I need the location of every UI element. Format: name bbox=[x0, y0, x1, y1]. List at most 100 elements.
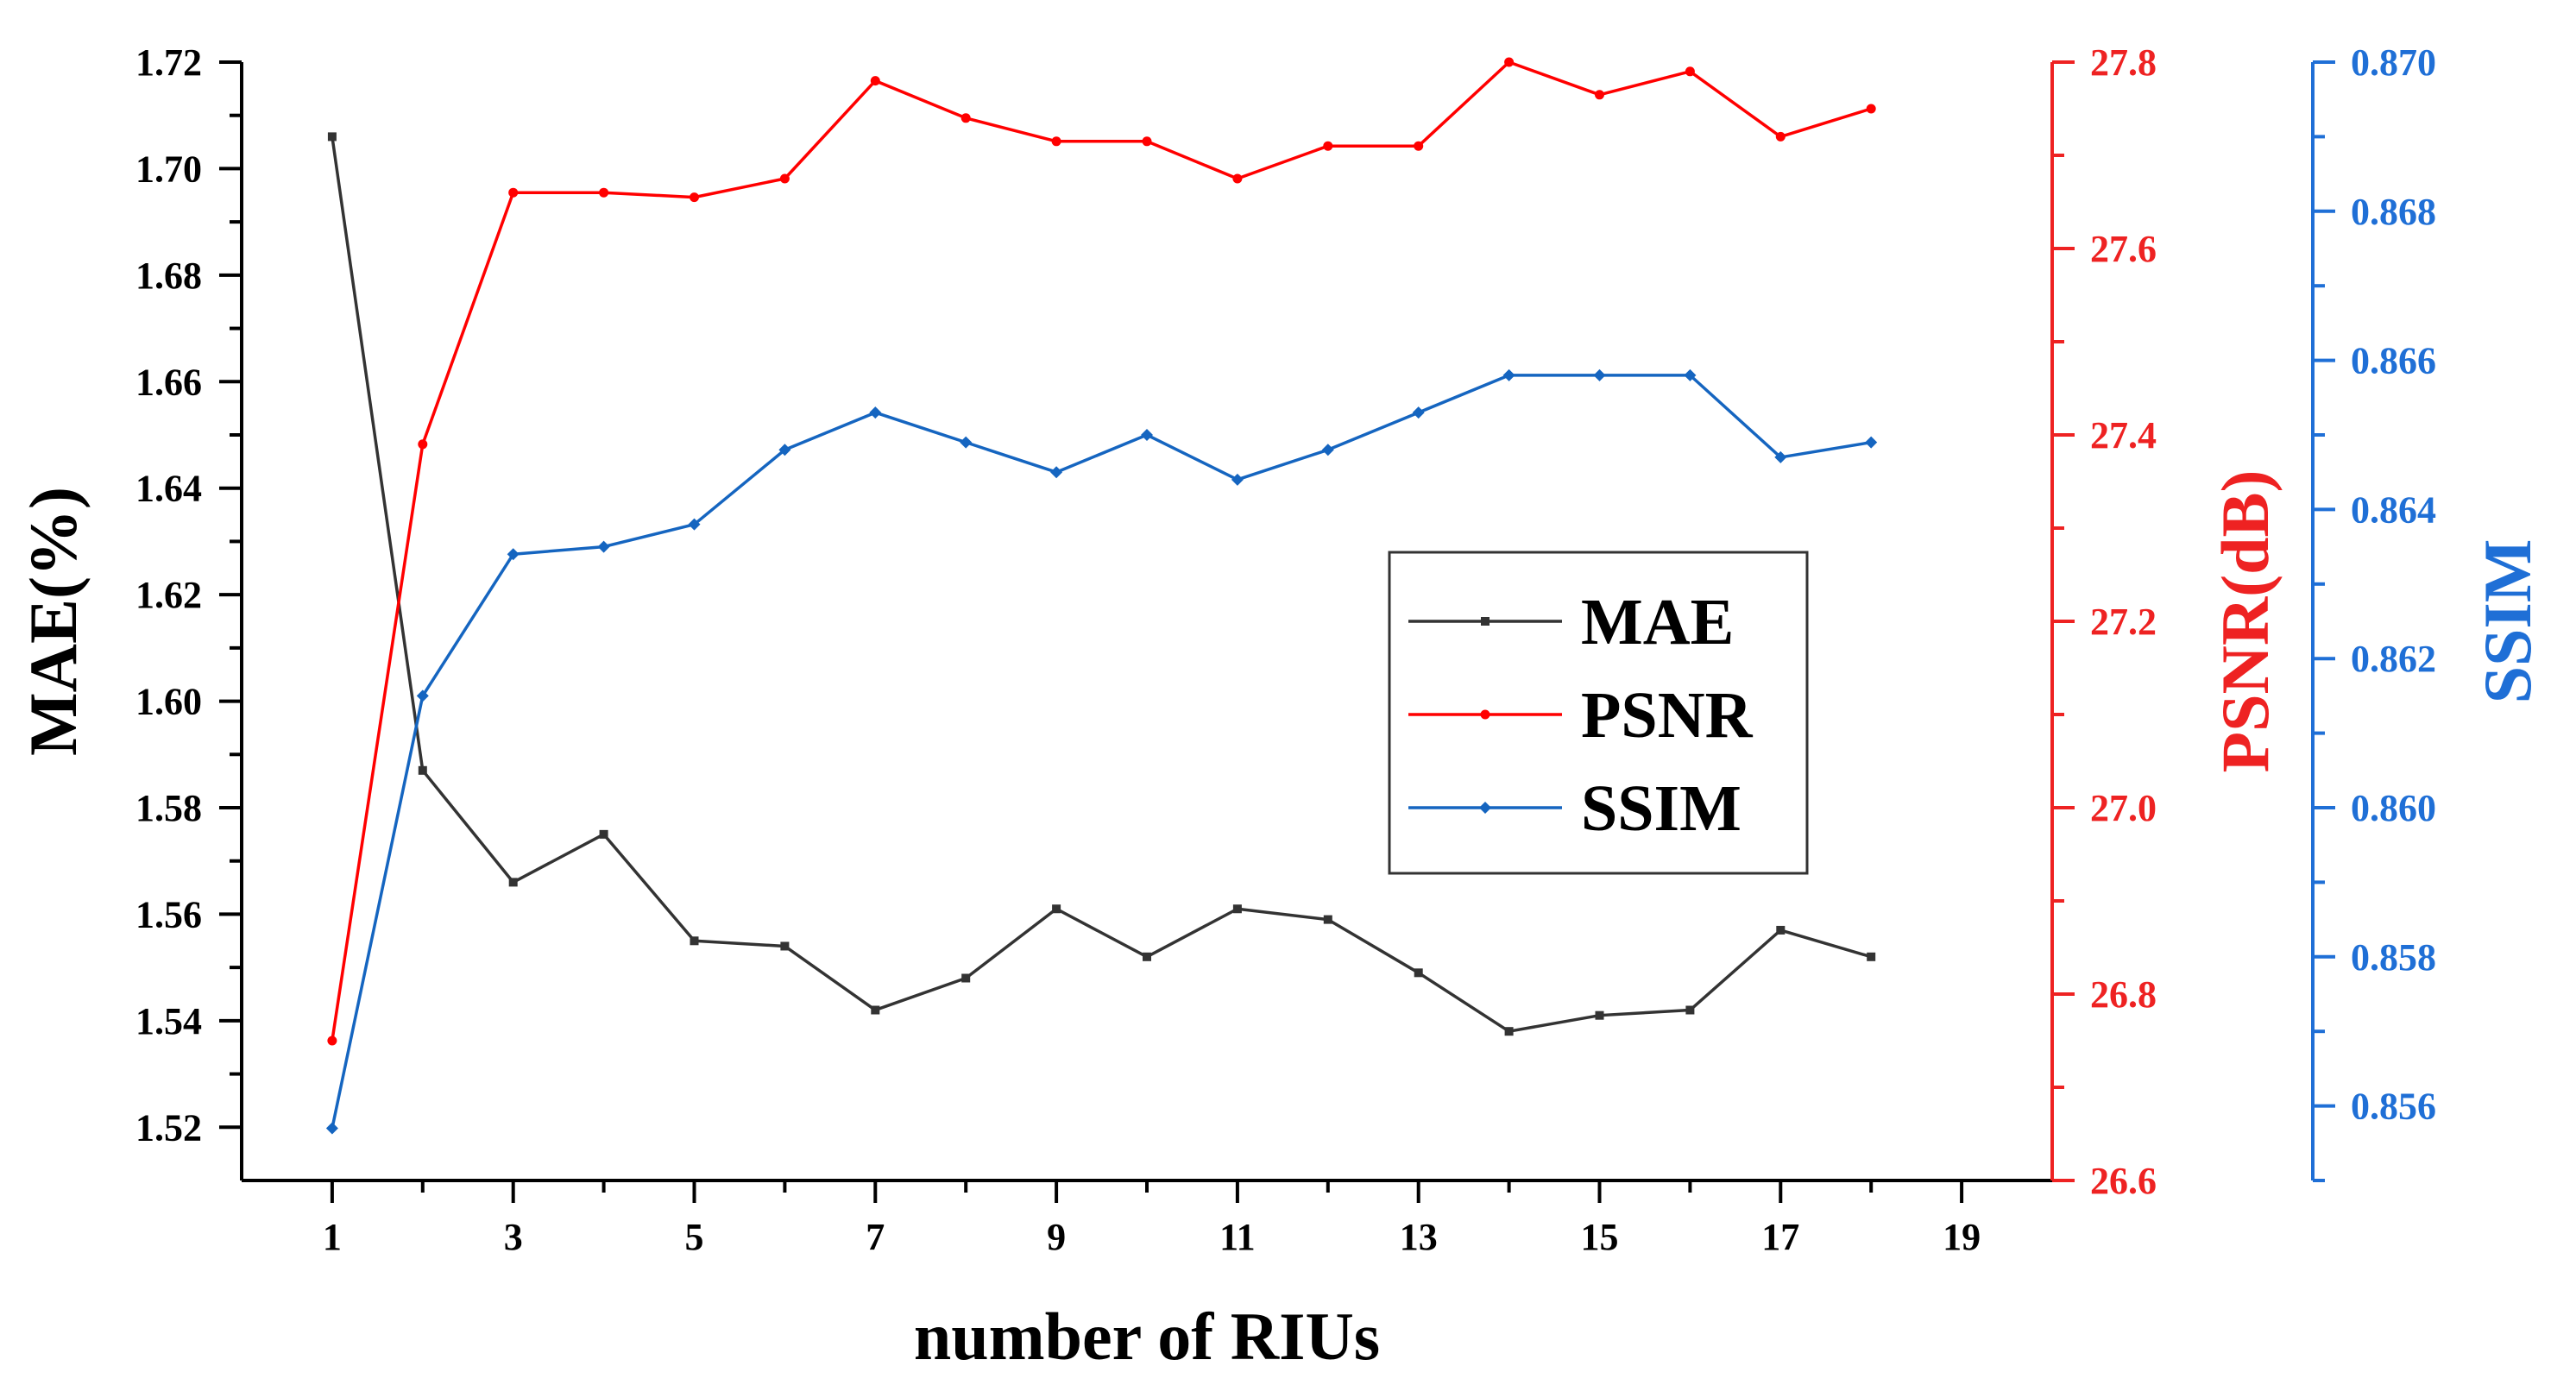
left-axis-label: MAE(%) bbox=[16, 487, 91, 756]
left-tick-label: 1.60 bbox=[135, 681, 202, 723]
mae-point bbox=[599, 829, 608, 839]
mae-point bbox=[1414, 968, 1423, 978]
legend-box bbox=[1388, 551, 1809, 875]
left-tick-label: 1.56 bbox=[135, 893, 202, 935]
ssim-point bbox=[1321, 444, 1334, 456]
ssim-point bbox=[778, 444, 791, 456]
legend-label: MAE bbox=[1581, 586, 1734, 658]
left-tick-label: 1.68 bbox=[135, 255, 202, 297]
ssim-tick-label: 0.856 bbox=[2351, 1086, 2436, 1128]
legend-marker bbox=[1480, 709, 1490, 720]
left-tick-label: 1.62 bbox=[135, 574, 202, 616]
psnr-point bbox=[1142, 136, 1152, 147]
psnr-point bbox=[508, 187, 519, 198]
psnr-point bbox=[690, 192, 699, 203]
ssim-series bbox=[325, 368, 1878, 1135]
ssim-point bbox=[1774, 450, 1787, 463]
ssim-tick-label: 0.866 bbox=[2351, 340, 2436, 382]
mae-point bbox=[508, 878, 518, 887]
psnr-point bbox=[1685, 66, 1695, 77]
psnr-point bbox=[1051, 136, 1061, 147]
legend-entry-ssim: SSIM bbox=[1408, 772, 1741, 845]
psnr-point bbox=[1595, 90, 1604, 100]
psnr-point bbox=[960, 113, 971, 123]
ssim-point bbox=[1050, 466, 1063, 479]
x-tick-label: 3 bbox=[504, 1216, 523, 1258]
ssim-point bbox=[1412, 406, 1425, 419]
mae-point bbox=[961, 973, 971, 983]
mae-point bbox=[1052, 904, 1061, 914]
mae-point bbox=[418, 765, 427, 775]
ssim-line bbox=[331, 374, 1872, 1129]
mae-point bbox=[1776, 925, 1786, 935]
series-group bbox=[325, 57, 1878, 1135]
ssim-point bbox=[688, 518, 701, 531]
psnr-point bbox=[599, 187, 609, 198]
ssim-tick-label: 0.858 bbox=[2351, 936, 2436, 979]
ssim-point bbox=[1141, 429, 1153, 441]
x-tick-label: 15 bbox=[1581, 1216, 1619, 1258]
psnr-point bbox=[1323, 141, 1333, 151]
legend-entry-mae: MAE bbox=[1408, 586, 1734, 658]
x-tick-label: 19 bbox=[1943, 1216, 1981, 1258]
ssim-tick-label: 0.864 bbox=[2351, 488, 2436, 531]
psnr-tick-label: 27.6 bbox=[2090, 228, 2157, 270]
psnr-point bbox=[779, 173, 790, 184]
x-tick-label: 5 bbox=[685, 1216, 704, 1258]
psnr-point bbox=[1866, 104, 1876, 114]
mae-series bbox=[327, 132, 1876, 1036]
mae-point bbox=[1867, 952, 1876, 961]
mae-point bbox=[871, 1005, 880, 1015]
ssim-point bbox=[960, 436, 973, 449]
mae-point bbox=[1504, 1027, 1514, 1036]
mae-point bbox=[327, 132, 337, 142]
psnr-tick-label: 27.2 bbox=[2090, 601, 2157, 643]
ssim-point bbox=[869, 406, 882, 419]
ssim-point bbox=[1865, 436, 1878, 449]
left-tick-label: 1.72 bbox=[135, 41, 202, 84]
left-tick-label: 1.54 bbox=[135, 1000, 202, 1042]
x-tick-label: 13 bbox=[1400, 1216, 1438, 1258]
x-tick-label: 11 bbox=[1219, 1216, 1256, 1258]
legend-marker bbox=[1481, 617, 1490, 626]
mae-point bbox=[690, 936, 699, 946]
x-axis-label: number of RIUs bbox=[914, 1299, 1380, 1374]
ssim-point bbox=[325, 1122, 338, 1135]
ssim-tick-label: 0.868 bbox=[2351, 191, 2436, 233]
ssim-tick-label: 0.862 bbox=[2351, 638, 2436, 680]
ssim-point bbox=[1684, 368, 1697, 381]
ssim-point bbox=[597, 540, 610, 553]
ssim-point bbox=[507, 548, 520, 561]
psnr-axis-label: PSNR(dB) bbox=[2208, 469, 2283, 772]
psnr-point bbox=[1232, 173, 1243, 184]
mae-point bbox=[1232, 904, 1242, 914]
left-tick-label: 1.58 bbox=[135, 787, 202, 829]
mae-line bbox=[331, 136, 1872, 1033]
psnr-tick-label: 27.8 bbox=[2090, 41, 2157, 84]
psnr-tick-label: 26.8 bbox=[2090, 973, 2157, 1016]
psnr-tick-label: 27.0 bbox=[2090, 787, 2157, 829]
legend-entry-psnr: PSNR bbox=[1408, 679, 1754, 752]
x-tick-label: 7 bbox=[866, 1216, 885, 1258]
psnr-point bbox=[1775, 131, 1786, 142]
psnr-point bbox=[327, 1036, 337, 1046]
legend-label: SSIM bbox=[1581, 772, 1741, 845]
ssim-point bbox=[1502, 368, 1515, 381]
left-tick-label: 1.66 bbox=[135, 361, 202, 403]
ssim-axis-label: SSIM bbox=[2470, 539, 2545, 704]
psnr-series bbox=[327, 57, 1876, 1046]
left-tick-label: 1.64 bbox=[135, 468, 202, 510]
psnr-line bbox=[331, 60, 1872, 1042]
psnr-point bbox=[870, 76, 880, 86]
legend-marker bbox=[1479, 802, 1491, 814]
psnr-tick-label: 27.4 bbox=[2090, 414, 2157, 456]
x-tick-label: 17 bbox=[1761, 1216, 1799, 1258]
left-tick-label: 1.52 bbox=[135, 1106, 202, 1149]
mae-point bbox=[1143, 952, 1151, 961]
legend: MAE PSNR SSIM bbox=[1388, 551, 1809, 875]
ssim-point bbox=[1593, 368, 1606, 381]
ssim-point bbox=[1231, 473, 1244, 486]
